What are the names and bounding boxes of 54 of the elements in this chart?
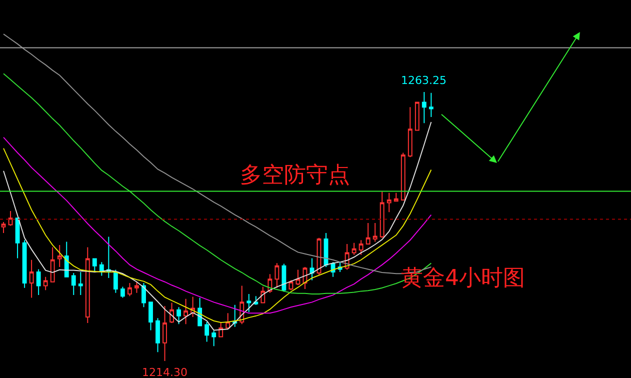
annotation: 多空防守点 — [240, 163, 350, 188]
candlestick — [148, 302, 153, 331]
candlestick — [15, 218, 20, 259]
candlestick — [296, 269, 300, 286]
annotation: 1214.30 — [142, 366, 188, 378]
candlestick — [71, 272, 76, 296]
candlestick — [162, 306, 167, 362]
candlestick — [127, 282, 132, 297]
candlestick — [36, 268, 41, 296]
candlestick — [372, 222, 378, 242]
candlestick — [22, 240, 27, 288]
candlestick — [226, 312, 230, 330]
candlestick — [43, 276, 48, 291]
candlestick — [408, 106, 412, 158]
candlestick — [113, 269, 118, 294]
candlestick — [85, 246, 90, 324]
candlestick — [156, 318, 160, 353]
candlestick — [358, 240, 364, 256]
candlestick — [92, 258, 97, 272]
candlestick — [142, 282, 146, 308]
candlestick — [218, 321, 224, 338]
candlestick — [282, 263, 286, 292]
annotation: 1263.25 — [401, 74, 446, 87]
candlestick — [380, 191, 384, 238]
candlestick — [106, 236, 111, 279]
candlestick — [64, 241, 69, 278]
candlestick — [57, 244, 62, 268]
candlestick — [120, 286, 125, 298]
candlestick — [366, 222, 370, 244]
candlestick — [260, 286, 266, 304]
candlestick — [352, 242, 356, 256]
candlestick — [176, 306, 181, 325]
candlestick — [184, 298, 188, 325]
candlestick — [246, 293, 252, 313]
candlestick — [204, 321, 210, 342]
candlestick — [422, 92, 426, 124]
candlestick — [134, 281, 139, 294]
candlestick — [288, 280, 294, 291]
candlestick — [254, 296, 258, 306]
candlestick — [232, 304, 238, 328]
candlestick — [99, 262, 104, 276]
candlestick — [8, 210, 13, 226]
candlestick — [78, 271, 83, 296]
candlestick — [212, 330, 216, 347]
candlestick — [386, 192, 392, 213]
candlestick — [394, 192, 398, 202]
candlestick — [170, 302, 174, 324]
candlestick — [29, 259, 34, 298]
candlestick — [50, 246, 55, 282]
candlestick — [310, 258, 314, 281]
candlestick — [428, 92, 434, 118]
candlestick — [274, 262, 280, 288]
candlestick — [414, 102, 420, 131]
candlestick — [400, 152, 406, 200]
